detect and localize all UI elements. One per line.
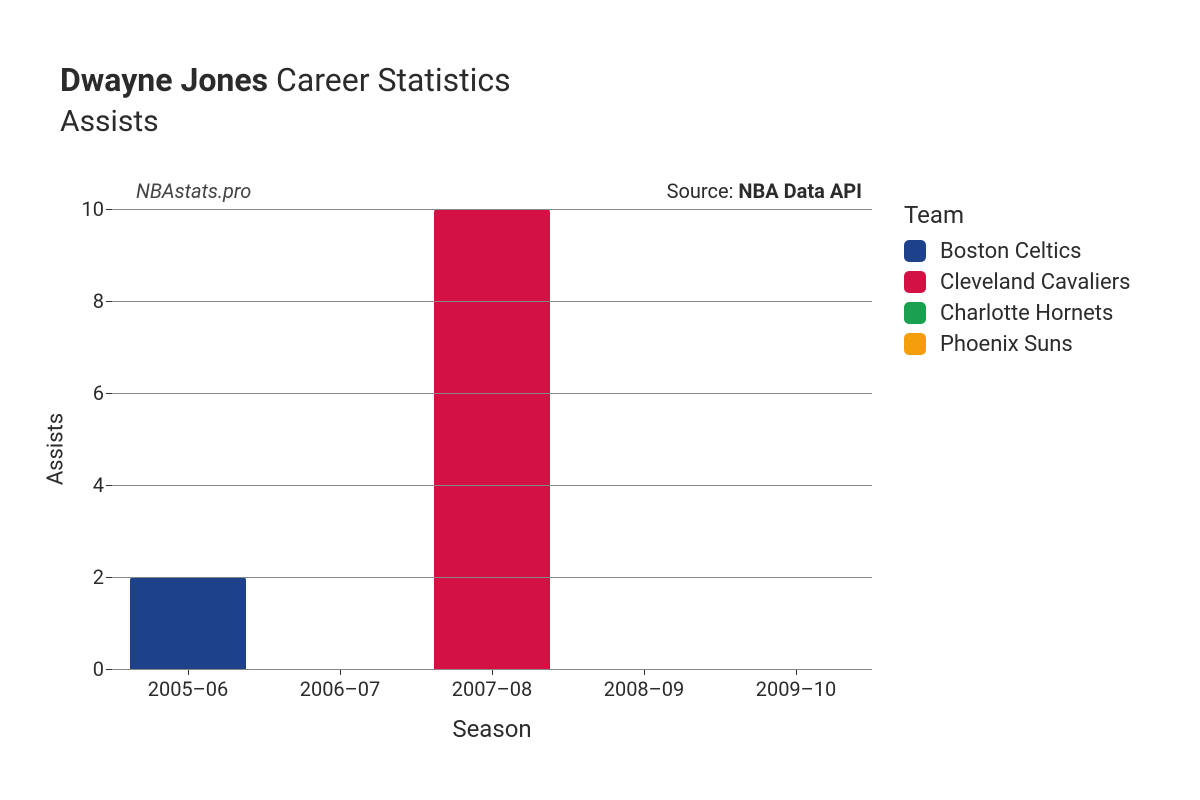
- plot-area: NBAstats.pro Source: NBA Data API Season…: [112, 209, 872, 669]
- chart: Assists NBAstats.pro Source: NBA Data AP…: [60, 169, 1160, 729]
- title-suffix: Career Statistics: [276, 61, 511, 99]
- y-tick-mark: [106, 393, 112, 394]
- y-axis: [60, 169, 112, 729]
- x-axis-label: Season: [452, 715, 531, 743]
- source-value: NBA Data API: [738, 179, 862, 203]
- y-tick-mark: [106, 669, 112, 670]
- grid-line: [112, 301, 872, 302]
- x-tick-label: 2005–06: [148, 677, 229, 701]
- title-metric: Assists: [60, 104, 1160, 139]
- legend-label: Boston Celtics: [940, 239, 1082, 264]
- bar: [434, 209, 550, 669]
- legend-swatch: [904, 240, 926, 262]
- page-title: Dwayne Jones Career Statistics: [60, 60, 1160, 102]
- legend: Team Boston Celtics Cleveland Cavaliers Ch…: [904, 201, 1160, 729]
- legend-swatch: [904, 333, 926, 355]
- attribution-text: NBAstats.pro: [136, 179, 251, 203]
- grid-line: [112, 577, 872, 578]
- y-tick-mark: [106, 485, 112, 486]
- x-tick-label: 2008–09: [604, 677, 685, 701]
- x-tick-label: 2007–08: [452, 677, 533, 701]
- legend-swatch: [904, 302, 926, 324]
- source-label: Source:: [667, 179, 734, 203]
- grid-line: [112, 485, 872, 486]
- legend-label: Phoenix Suns: [940, 332, 1073, 357]
- x-tick-label: 2006–07: [300, 677, 381, 701]
- title-player-name: Dwayne Jones: [60, 61, 268, 99]
- legend-title: Team: [904, 201, 1160, 229]
- source-text: Source: NBA Data API: [667, 179, 862, 203]
- grid-line: [112, 393, 872, 394]
- legend-item: Cleveland Cavaliers: [904, 270, 1160, 295]
- y-tick-mark: [106, 301, 112, 302]
- legend-item: Boston Celtics: [904, 239, 1160, 264]
- legend-item: Phoenix Suns: [904, 332, 1160, 357]
- legend-item: Charlotte Hornets: [904, 301, 1160, 326]
- bar: [130, 577, 246, 669]
- legend-label: Cleveland Cavaliers: [940, 270, 1130, 295]
- y-tick-mark: [106, 577, 112, 578]
- grid-line: [112, 209, 872, 210]
- x-tick-label: 2009–10: [756, 677, 837, 701]
- bars-layer: [112, 209, 872, 669]
- page: Dwayne Jones Career Statistics Assists A…: [0, 0, 1200, 800]
- legend-label: Charlotte Hornets: [940, 301, 1113, 326]
- grid-line: [112, 669, 872, 670]
- y-tick-mark: [106, 209, 112, 210]
- legend-swatch: [904, 271, 926, 293]
